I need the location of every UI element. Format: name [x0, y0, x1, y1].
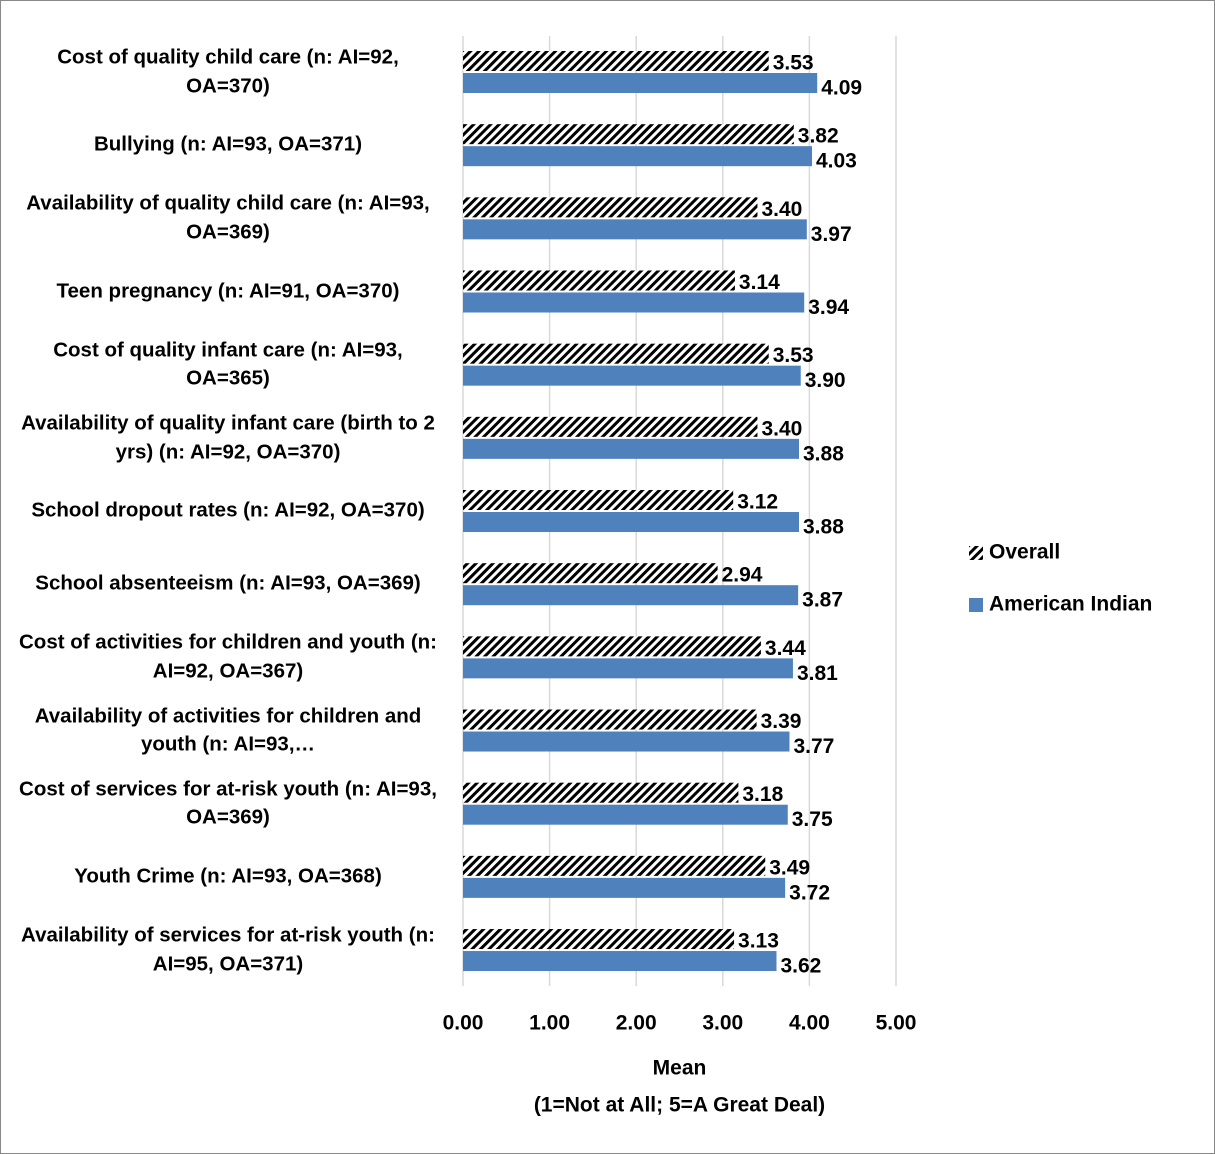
bar — [463, 292, 805, 313]
bar — [463, 270, 735, 291]
bar — [463, 416, 758, 437]
bar — [463, 951, 777, 972]
y-tick-label: Availability of activities for children … — [34, 703, 422, 756]
x-tick-label: 3.00 — [702, 1012, 743, 1035]
legend-label: American Indian — [989, 593, 1152, 616]
y-tick-label: Availability of quality child care (n: A… — [26, 191, 430, 244]
y-tick-label: School dropout rates (n: AI=92, OA=370) — [31, 498, 425, 522]
bar — [463, 563, 718, 584]
legend-label: Overall — [989, 541, 1060, 564]
y-tick-label: Cost of activities for children and yout… — [19, 630, 437, 683]
data-label: 3.88 — [803, 442, 844, 465]
data-label: 3.13 — [738, 930, 779, 953]
bar — [463, 73, 818, 93]
data-label: 3.88 — [803, 516, 844, 539]
data-label: 3.81 — [797, 662, 838, 685]
data-label: 3.53 — [773, 52, 814, 75]
y-tick-label: Youth Crime (n: AI=93, OA=368) — [74, 864, 382, 888]
data-label: 3.97 — [811, 223, 852, 246]
bar — [463, 636, 761, 657]
data-label: 3.72 — [789, 881, 830, 904]
data-label: 3.39 — [761, 710, 802, 733]
data-label: 3.49 — [769, 856, 810, 879]
data-label: 3.77 — [793, 735, 834, 758]
bar — [463, 146, 812, 167]
bar — [463, 343, 769, 364]
y-tick-label: School absenteeism (n: AI=93, OA=369) — [35, 571, 421, 595]
y-tick-label: Cost of quality infant care (n: AI=93, O… — [53, 337, 403, 390]
data-label: 4.09 — [821, 77, 862, 100]
x-tick-label: 2.00 — [616, 1012, 657, 1035]
x-tick-label: 4.00 — [789, 1012, 830, 1035]
bar — [463, 490, 734, 511]
bar — [463, 877, 786, 898]
data-label: 3.87 — [802, 589, 843, 612]
data-label: 3.75 — [792, 808, 833, 831]
y-tick-label: Teen pregnancy (n: AI=91, OA=370) — [56, 279, 400, 303]
bar — [463, 658, 793, 679]
data-label: 3.82 — [798, 125, 839, 148]
data-label: 3.18 — [742, 783, 783, 806]
x-tick-label: 0.00 — [443, 1012, 484, 1035]
bar — [463, 124, 794, 145]
data-label: 3.62 — [780, 955, 821, 978]
bar — [463, 51, 769, 71]
bar — [463, 219, 807, 240]
data-label: 3.14 — [739, 271, 780, 294]
bar — [463, 929, 735, 950]
data-label: 3.90 — [805, 369, 846, 392]
data-label: 3.40 — [761, 198, 802, 221]
bar — [463, 731, 790, 752]
bar — [463, 782, 739, 803]
y-tick-label: Availability of services for at-risk you… — [21, 923, 435, 976]
bar — [463, 709, 757, 730]
bar — [463, 804, 788, 825]
x-axis-title: Mean — [653, 1057, 707, 1080]
y-tick-label: Cost of quality child care (n: AI=92, OA… — [57, 45, 399, 97]
x-tick-label: 1.00 — [529, 1012, 570, 1035]
bar — [463, 197, 758, 218]
data-label: 3.53 — [773, 344, 814, 367]
bar — [463, 438, 800, 459]
data-label: 3.40 — [761, 417, 802, 440]
data-label: 4.03 — [816, 150, 857, 173]
bar — [463, 512, 800, 533]
data-label: 3.44 — [765, 637, 806, 660]
y-tick-label: Availability of quality infant care (bir… — [21, 411, 435, 463]
legend-swatch — [969, 598, 983, 612]
legend-swatch — [969, 546, 983, 560]
bar — [463, 585, 799, 606]
data-label: 3.94 — [808, 296, 849, 319]
x-tick-label: 5.00 — [876, 1012, 917, 1035]
y-tick-label: Cost of services for at-risk youth (n: A… — [19, 777, 437, 829]
data-label: 3.12 — [737, 491, 778, 514]
bar — [463, 855, 766, 876]
x-axis-title: (1=Not at All; 5=A Great Deal) — [534, 1094, 825, 1117]
data-label: 2.94 — [722, 564, 763, 587]
bar — [463, 365, 801, 386]
y-tick-label: Bullying (n: AI=93, OA=371) — [93, 132, 363, 156]
